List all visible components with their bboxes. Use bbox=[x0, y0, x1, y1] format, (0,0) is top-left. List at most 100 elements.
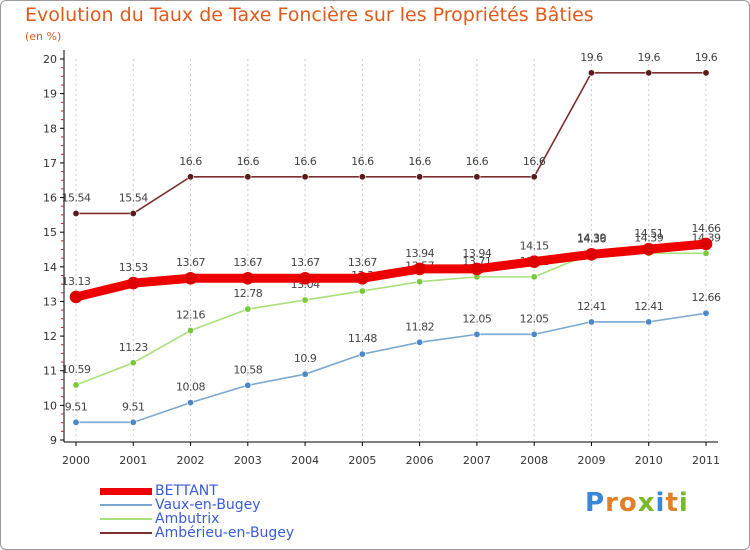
legend-swatch bbox=[100, 504, 152, 506]
data-label: 13.67 bbox=[233, 256, 262, 269]
data-label: 11.48 bbox=[348, 332, 377, 345]
x-tick-label: 2009 bbox=[577, 454, 605, 467]
x-tick-label: 2003 bbox=[234, 454, 262, 467]
data-label: 10.59 bbox=[62, 363, 91, 376]
y-tick-label: 14 bbox=[43, 261, 57, 274]
x-tick-label: 2007 bbox=[463, 454, 491, 467]
data-label: 13.67 bbox=[291, 256, 320, 269]
data-label: 12.41 bbox=[577, 300, 606, 313]
data-label: 13.13 bbox=[62, 275, 91, 288]
y-tick-label: 9 bbox=[50, 434, 57, 447]
data-point bbox=[530, 173, 538, 181]
data-point bbox=[702, 69, 710, 77]
data-label: 13.94 bbox=[405, 247, 434, 260]
data-point bbox=[416, 173, 424, 181]
data-point bbox=[187, 327, 195, 335]
data-label: 14.15 bbox=[520, 240, 549, 253]
y-tick-label: 20 bbox=[43, 53, 57, 66]
data-point bbox=[530, 330, 538, 338]
data-point bbox=[244, 381, 252, 389]
y-tick-label: 15 bbox=[43, 226, 57, 239]
data-label: 16.6 bbox=[237, 155, 260, 168]
data-point bbox=[356, 271, 369, 285]
data-point bbox=[645, 69, 653, 77]
data-point bbox=[527, 255, 541, 268]
data-point bbox=[699, 237, 713, 251]
data-label: 12.16 bbox=[176, 309, 205, 322]
x-tick-label: 2005 bbox=[348, 454, 376, 467]
data-label: 15.54 bbox=[62, 191, 91, 204]
data-point bbox=[645, 318, 653, 326]
data-point bbox=[72, 418, 80, 426]
data-point bbox=[702, 309, 710, 317]
x-tick-label: 2011 bbox=[692, 454, 720, 467]
logo-letter: P bbox=[585, 488, 606, 518]
logo-letter: x bbox=[637, 488, 656, 518]
data-point bbox=[301, 370, 309, 378]
data-label: 11.23 bbox=[119, 341, 148, 354]
data-point bbox=[301, 296, 309, 304]
data-point bbox=[184, 271, 197, 285]
data-label: 16.6 bbox=[179, 155, 202, 168]
data-label: 13.67 bbox=[176, 256, 205, 269]
data-point bbox=[69, 290, 83, 304]
data-point bbox=[129, 359, 137, 367]
y-tick-label: 18 bbox=[43, 122, 57, 135]
data-point bbox=[187, 399, 195, 407]
y-tick-label: 17 bbox=[43, 157, 57, 170]
data-point bbox=[187, 173, 195, 181]
data-point bbox=[587, 69, 595, 77]
x-tick-label: 2004 bbox=[291, 454, 319, 467]
legend-swatch bbox=[100, 532, 152, 534]
legend-swatch bbox=[100, 518, 152, 520]
logo-letter: o bbox=[618, 488, 638, 518]
data-label: 14.39 bbox=[634, 231, 663, 244]
legend-swatch bbox=[100, 488, 152, 495]
data-label: 9.51 bbox=[65, 400, 88, 413]
series-line-bettant bbox=[71, 239, 711, 302]
data-label: 12.41 bbox=[634, 300, 663, 313]
data-label: 16.6 bbox=[466, 155, 489, 168]
legend-label: Vaux-en-Bugey bbox=[155, 497, 261, 513]
data-label: 12.05 bbox=[520, 312, 549, 325]
data-point bbox=[126, 276, 140, 290]
data-label: 14.51 bbox=[634, 227, 663, 240]
data-label: 15.54 bbox=[119, 191, 148, 204]
chart-unit: (en %) bbox=[25, 30, 62, 43]
data-label: 14.39 bbox=[577, 231, 606, 244]
data-point bbox=[470, 262, 484, 276]
data-point bbox=[587, 318, 595, 326]
data-label: 12.78 bbox=[233, 287, 262, 300]
data-label: 14.66 bbox=[692, 222, 721, 235]
data-point bbox=[416, 338, 424, 346]
x-tick-label: 2001 bbox=[119, 454, 147, 467]
legend-label: Ambutrix bbox=[155, 511, 220, 527]
proxiti-logo: Proxiti bbox=[585, 488, 689, 518]
data-point bbox=[585, 248, 598, 261]
data-point bbox=[358, 350, 366, 358]
y-tick-label: 16 bbox=[43, 192, 57, 205]
series-line-amb-rieu-en-bugey bbox=[75, 72, 707, 215]
y-tick-label: 12 bbox=[43, 330, 57, 343]
data-point bbox=[72, 381, 80, 389]
data-point bbox=[244, 305, 252, 313]
x-tick-label: 2000 bbox=[62, 454, 90, 467]
series-line-vaux-en-bugey bbox=[75, 312, 707, 424]
data-point bbox=[473, 330, 481, 338]
logo-letter: i bbox=[678, 488, 689, 518]
data-point bbox=[298, 271, 312, 285]
data-label: 12.66 bbox=[692, 291, 721, 304]
chart-title: Evolution du Taux de Taxe Foncière sur l… bbox=[25, 4, 594, 26]
data-point bbox=[129, 418, 137, 426]
y-tick-label: 11 bbox=[43, 365, 57, 378]
data-label: 19.6 bbox=[695, 51, 718, 64]
data-label: 19.6 bbox=[580, 51, 603, 64]
data-point bbox=[642, 242, 656, 256]
data-point bbox=[702, 249, 710, 257]
data-label: 11.82 bbox=[405, 320, 434, 333]
y-tick-label: 13 bbox=[43, 295, 57, 308]
data-point bbox=[72, 209, 80, 217]
data-label: 16.6 bbox=[351, 155, 374, 168]
data-label: 10.08 bbox=[176, 381, 205, 394]
